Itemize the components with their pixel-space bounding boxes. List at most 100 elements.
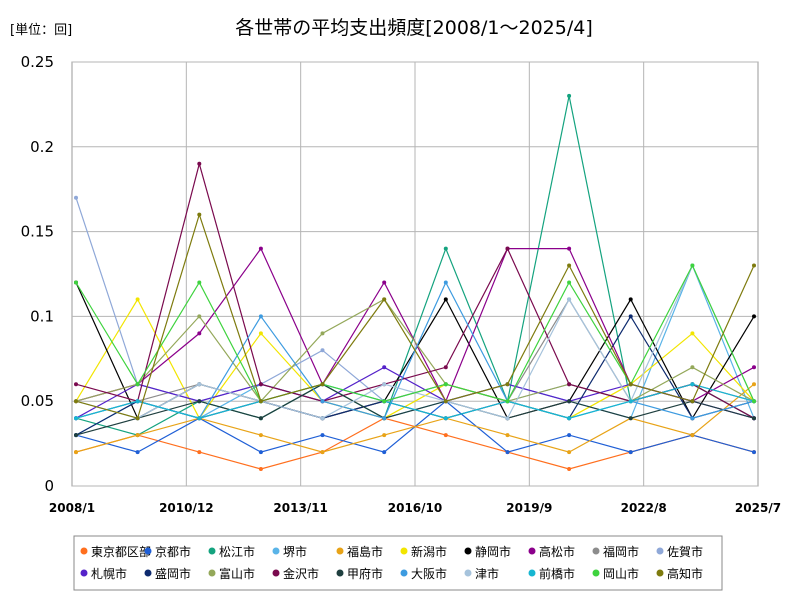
legend-marker — [272, 547, 280, 555]
data-point — [690, 399, 695, 404]
data-point — [135, 450, 140, 455]
legend-item: 新潟市 — [400, 544, 447, 559]
legend-marker — [208, 569, 216, 577]
data-point — [752, 314, 756, 319]
data-point — [74, 433, 78, 438]
data-point — [258, 314, 263, 319]
legend-label: 高松市 — [539, 544, 575, 559]
legend-label: 盛岡市 — [155, 566, 191, 581]
legend-marker — [592, 569, 600, 577]
legend-label: 金沢市 — [283, 566, 319, 581]
legend-marker — [464, 547, 472, 555]
legend-marker — [528, 547, 536, 555]
data-point — [628, 382, 633, 387]
data-point — [197, 382, 202, 387]
legend-item: 前橋市 — [528, 566, 575, 581]
data-point — [382, 280, 387, 285]
series-line — [75, 264, 755, 402]
data-point — [197, 280, 202, 285]
series-lines — [74, 93, 756, 471]
legend-label: 岡山市 — [603, 566, 639, 581]
x-tick-label: 2010/12 — [159, 501, 213, 515]
legend-item: 札幌市 — [80, 566, 127, 581]
data-point — [505, 433, 510, 438]
legend-label: 東京都区部 — [91, 544, 151, 559]
data-point — [320, 399, 325, 404]
plot-area: 0 0.05 0.1 0.15 0.2 0.25 2008/1 2010/12 2013/11… — [21, 53, 781, 515]
data-point — [197, 399, 202, 404]
data-point — [505, 246, 510, 251]
data-point — [567, 297, 572, 302]
legend-label: 堺市 — [283, 544, 307, 559]
legend-marker — [80, 569, 88, 577]
series-20 — [74, 212, 756, 421]
legend-label: 福岡市 — [603, 544, 639, 559]
legend-label: 津市 — [475, 566, 499, 581]
data-point — [567, 93, 572, 98]
legend-item: 東京都区部 — [80, 544, 151, 559]
legend-marker — [208, 547, 216, 555]
chart-title: 各世帯の平均支出頻度[2008/1～2025/4] — [235, 17, 593, 39]
data-point — [320, 382, 325, 387]
y-tick-label: 0.25 — [21, 53, 54, 71]
gridlines — [72, 61, 758, 487]
data-point — [74, 416, 78, 421]
data-point — [443, 382, 448, 387]
x-tick-label: 2025/7 — [735, 501, 781, 515]
data-point — [258, 450, 263, 455]
legend-item: 静岡市 — [464, 544, 511, 559]
legend-item: 盛岡市 — [144, 566, 191, 581]
legend-label: 新潟市 — [411, 544, 447, 559]
legend-item: 松江市 — [208, 544, 255, 559]
legend-marker — [336, 547, 344, 555]
series-line — [75, 383, 755, 453]
data-point — [197, 314, 202, 319]
data-point — [382, 382, 387, 387]
data-point — [74, 399, 78, 404]
y-tick-label: 0.2 — [30, 138, 54, 156]
legend-marker — [400, 547, 408, 555]
y-tick-label: 0.15 — [21, 223, 54, 241]
x-tick-label: 2008/1 — [49, 501, 95, 515]
data-point — [690, 365, 695, 370]
y-axis-ticks: 0 0.05 0.1 0.15 0.2 0.25 — [21, 53, 54, 495]
legend-marker — [144, 547, 152, 555]
data-point — [135, 382, 140, 387]
legend-label: 京都市 — [155, 544, 191, 559]
data-point — [197, 212, 202, 217]
data-point — [320, 433, 325, 438]
data-point — [443, 280, 448, 285]
legend-marker — [528, 569, 536, 577]
data-point — [752, 450, 756, 455]
data-point — [505, 416, 510, 421]
legend-marker — [400, 569, 408, 577]
data-point — [382, 450, 387, 455]
data-point — [567, 416, 572, 421]
data-point — [443, 365, 448, 370]
data-point — [135, 416, 140, 421]
data-point — [258, 246, 263, 251]
data-point — [258, 433, 263, 438]
data-point — [443, 297, 448, 302]
data-point — [443, 433, 448, 438]
legend-marker — [656, 569, 664, 577]
data-point — [320, 416, 325, 421]
data-point — [258, 416, 263, 421]
legend-item: 福島市 — [336, 544, 383, 559]
data-point — [752, 399, 756, 404]
data-point — [443, 399, 448, 404]
x-tick-label: 2013/11 — [273, 501, 327, 515]
data-point — [135, 433, 140, 438]
legend-label: 富山市 — [219, 566, 255, 581]
legend-item: 甲府市 — [336, 566, 383, 581]
data-point — [74, 450, 78, 455]
data-point — [443, 246, 448, 251]
data-point — [258, 467, 263, 471]
x-tick-label: 2022/8 — [621, 501, 667, 515]
data-point — [628, 314, 633, 319]
legend-label: 高知市 — [667, 566, 703, 581]
legend-label: 佐賀市 — [667, 544, 703, 559]
legend-box — [73, 535, 723, 591]
data-point — [74, 280, 78, 285]
